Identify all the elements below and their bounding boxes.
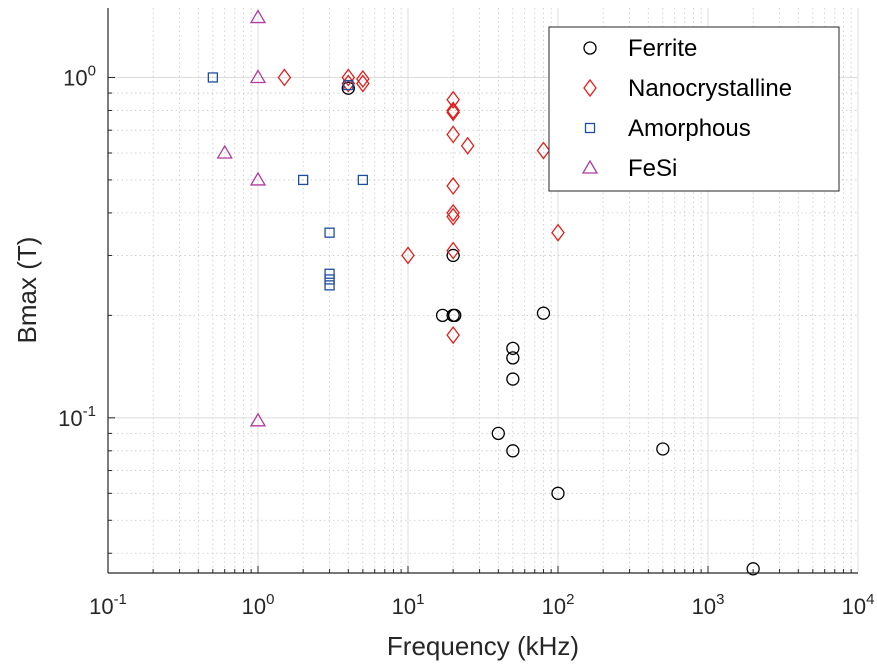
nanocrystalline-point — [446, 176, 460, 196]
nanocrystalline-point — [446, 326, 460, 345]
amorphous-point — [324, 268, 335, 279]
ferrite-point — [551, 486, 565, 500]
ferrite-point — [491, 426, 505, 441]
nanocrystalline-point — [460, 136, 475, 155]
ferrite-point — [448, 308, 462, 323]
ferrite-point — [536, 306, 551, 320]
y-axis-label: Bmax (T) — [12, 237, 42, 344]
nanocrystalline-point — [401, 246, 415, 265]
legend: Ferrite Nanocrystalline Amorphous FeSi — [548, 26, 840, 192]
tick-labels: 10-1 100 101 102 103 104 10-1 100 — [58, 62, 874, 619]
nanocrystalline-point — [446, 125, 460, 144]
x-tick-label: 104 — [842, 591, 875, 619]
grid — [107, 8, 859, 573]
nanocrystalline-point — [536, 141, 551, 160]
amorphous-point — [324, 227, 335, 238]
ferrite-point — [506, 341, 520, 356]
nanocrystalline-point — [341, 68, 356, 87]
ferrite-legend-marker — [583, 41, 597, 55]
fesi-point — [249, 69, 267, 84]
ferrite-point — [656, 442, 670, 456]
amorphous-point — [343, 79, 354, 91]
ferrite-point — [341, 81, 355, 95]
ferrite-point — [446, 248, 460, 263]
amorphous-point — [324, 280, 335, 291]
nanocrystalline-point — [356, 74, 370, 93]
x-tick-label: 10-1 — [89, 591, 127, 619]
nanocrystalline-legend-marker — [583, 78, 597, 98]
fesi-point — [216, 144, 233, 159]
ferrite-point — [506, 444, 520, 458]
nanocrystalline-point — [446, 103, 460, 122]
ferrite-point — [746, 562, 760, 576]
fesi-legend-marker — [581, 159, 599, 174]
nanocrystalline-point — [446, 241, 460, 260]
nanocrystalline-point — [356, 69, 370, 89]
y-tick-label: 100 — [63, 62, 96, 90]
amorphous-legend-marker — [584, 122, 596, 134]
x-axis-label: Frequency (kHz) — [387, 631, 579, 661]
x-tick-label: 101 — [392, 591, 425, 619]
x-tick-label: 102 — [542, 591, 575, 619]
fesi-point — [249, 412, 267, 427]
x-tick-label: 103 — [692, 591, 725, 619]
amorphous-point — [207, 72, 218, 83]
legend-label: Nanocrystalline — [628, 75, 792, 102]
amorphous-point — [298, 174, 309, 186]
nanocrystalline-point — [277, 68, 292, 87]
data-markers — [207, 9, 760, 576]
legend-box — [548, 26, 840, 192]
x-tick-label: 100 — [242, 591, 275, 619]
ferrite-point — [506, 351, 520, 365]
ferrite-point — [506, 372, 520, 386]
fesi-point — [249, 9, 267, 24]
legend-label: Ferrite — [628, 35, 697, 62]
legend-label: Amorphous — [628, 115, 751, 142]
y-tick-label: 10-1 — [58, 403, 96, 431]
amorphous-point — [324, 274, 335, 285]
amorphous-point — [357, 174, 368, 186]
axis-ticks — [107, 76, 852, 573]
nanocrystalline-point — [446, 203, 460, 222]
nanocrystalline-point — [446, 90, 460, 109]
nanocrystalline-point — [446, 101, 460, 120]
fesi-point — [249, 171, 267, 186]
nanocrystalline-point — [551, 223, 565, 242]
nanocrystalline-point — [446, 207, 460, 226]
legend-label: FeSi — [628, 155, 677, 182]
